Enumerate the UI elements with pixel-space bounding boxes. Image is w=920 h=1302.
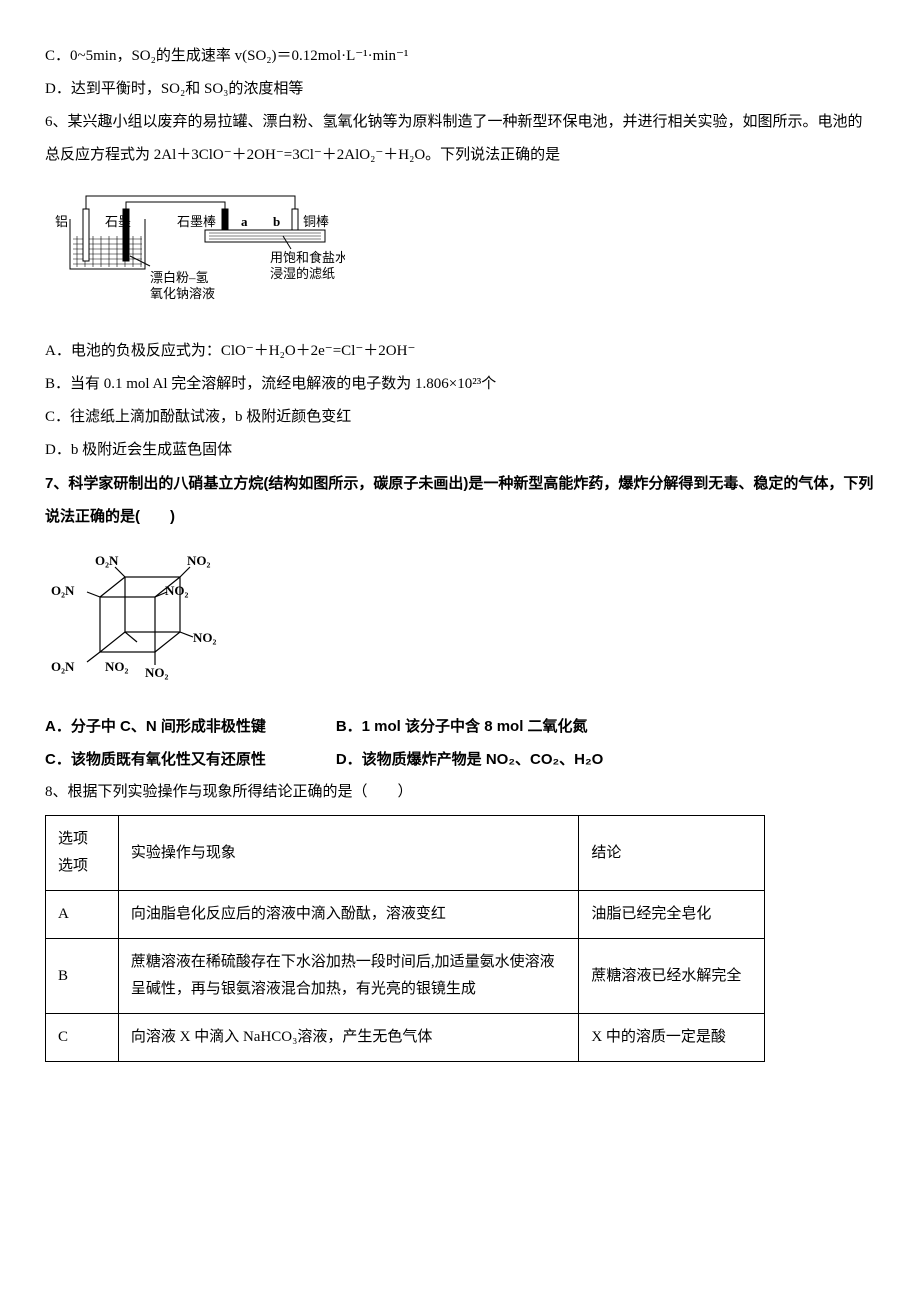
header-col3: 结论 bbox=[579, 816, 765, 891]
no2-5: NO₂ bbox=[193, 630, 217, 645]
sol2-l1: 用饱和食盐水 bbox=[270, 250, 345, 265]
b-label: b bbox=[273, 214, 280, 229]
no2-4: NO₂ bbox=[165, 583, 189, 598]
q6-figure: 铝 石墨 石墨棒 a b 铜棒 用饱和食盐水 浸湿的滤纸 漂白粉–氢 氧化钠溶液 bbox=[45, 184, 875, 327]
q6-option-b: B．当有 0.1 mol Al 完全溶解时，流经电解液的电子数为 1.806×1… bbox=[45, 368, 875, 401]
header-col2: 实验操作与现象 bbox=[118, 816, 578, 891]
graphite-label: 石墨 bbox=[105, 214, 131, 229]
q7-option-c: C．该物质既有氧化性又有还原性 bbox=[45, 743, 266, 776]
table-row: 选项 选项 实验操作与现象 结论 bbox=[46, 816, 765, 891]
graphite2-label: 石墨棒 bbox=[177, 214, 216, 229]
table-row: C 向溶液 X 中滴入 NaHCO₃溶液，产生无色气体 X 中的溶质一定是酸 bbox=[46, 1014, 765, 1062]
q6-stem: 6、某兴趣小组以废弃的易拉罐、漂白粉、氢氧化钠等为原料制造了一种新型环保电池，并… bbox=[45, 106, 875, 172]
table-row: B 蔗糖溶液在稀硫酸存在下水浴加热一段时间后,加适量氨水使溶液呈碱性，再与银氨溶… bbox=[46, 939, 765, 1014]
no2-3: O₂N bbox=[51, 583, 75, 598]
no2-6: NO₂ bbox=[105, 659, 129, 674]
a-label: a bbox=[241, 214, 248, 229]
q6-option-d: D．b 极附近会生成蓝色固体 bbox=[45, 434, 875, 467]
q7-stem: 7、科学家研制出的八硝基立方烷(结构如图所示，碳原子未画出)是一种新型高能炸药，… bbox=[45, 467, 875, 533]
q5-option-c: C．0~5min，SO₂的生成速率 v(SO₂)＝0.12mol·L⁻¹·min… bbox=[45, 40, 875, 73]
table-row: A 向油脂皂化反应后的溶液中滴入酚酞，溶液变红 油脂已经完全皂化 bbox=[46, 891, 765, 939]
cu-label: 铜棒 bbox=[303, 214, 329, 229]
no2-2: NO₂ bbox=[187, 553, 211, 568]
q6-option-c: C．往滤纸上滴加酚酞试液，b 极附近颜色变红 bbox=[45, 401, 875, 434]
sol1-l2: 氧化钠溶液 bbox=[150, 286, 215, 301]
no2-8: O₂N bbox=[51, 659, 75, 674]
al-label: 铝 bbox=[55, 214, 68, 229]
sol1-l1: 漂白粉–氢 bbox=[150, 270, 209, 285]
q5-option-d: D．达到平衡时，SO₂和 SO₃的浓度相等 bbox=[45, 73, 875, 106]
q8-stem: 8、根据下列实验操作与现象所得结论正确的是（ ） bbox=[45, 776, 875, 809]
header-col1: 选项 选项 bbox=[46, 816, 119, 891]
q7-option-b: B．1 mol 该分子中含 8 mol 二氧化氮 bbox=[336, 710, 588, 743]
sol2-l2: 浸湿的滤纸 bbox=[270, 266, 335, 281]
q8-table: 选项 选项 实验操作与现象 结论 A 向油脂皂化反应后的溶液中滴入酚酞，溶液变红… bbox=[45, 815, 765, 1062]
q7-option-a: A．分子中 C、N 间形成非极性键 bbox=[45, 710, 266, 743]
q7-figure: O₂N NO₂ O₂N NO₂ NO₂ NO₂ NO₂ O₂N bbox=[45, 547, 875, 700]
q6-option-a: A．电池的负极反应式为：ClO⁻＋H₂O＋2e⁻=Cl⁻＋2OH⁻ bbox=[45, 335, 875, 368]
q7-option-d: D．该物质爆炸产物是 NO₂、CO₂、H₂O bbox=[336, 743, 604, 776]
no2-1: O₂N bbox=[95, 553, 119, 568]
no2-7: NO₂ bbox=[145, 665, 169, 680]
